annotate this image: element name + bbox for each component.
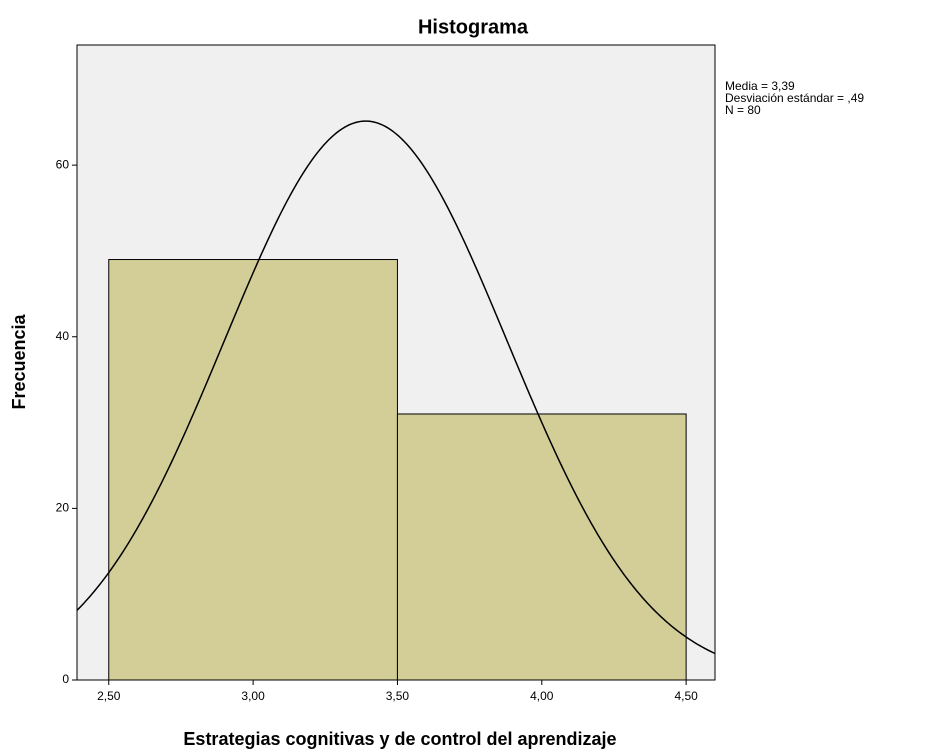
x-tick-label: 4,50 [674, 689, 698, 703]
y-axis-label: Frecuencia [9, 313, 29, 409]
y-tick-label: 0 [62, 672, 69, 686]
stats-label: Media = 3,39 [725, 79, 795, 93]
bar [108, 259, 398, 681]
bar [396, 413, 687, 681]
x-tick-label: 2,50 [97, 689, 121, 703]
y-tick-label: 40 [56, 329, 70, 343]
stats-label: Desviación estándar = ,49 [725, 91, 864, 105]
stats-label: N = 80 [725, 103, 761, 117]
chart-title: Histograma [418, 16, 529, 38]
y-tick-label: 20 [56, 501, 70, 515]
x-tick-label: 4,00 [530, 689, 554, 703]
y-tick-label: 60 [56, 157, 70, 171]
x-axis-label: Estrategias cognitivas y de control del … [183, 729, 616, 749]
normal-curve [76, 120, 716, 655]
x-tick-label: 3,00 [241, 689, 265, 703]
x-tick-label: 3,50 [386, 689, 410, 703]
